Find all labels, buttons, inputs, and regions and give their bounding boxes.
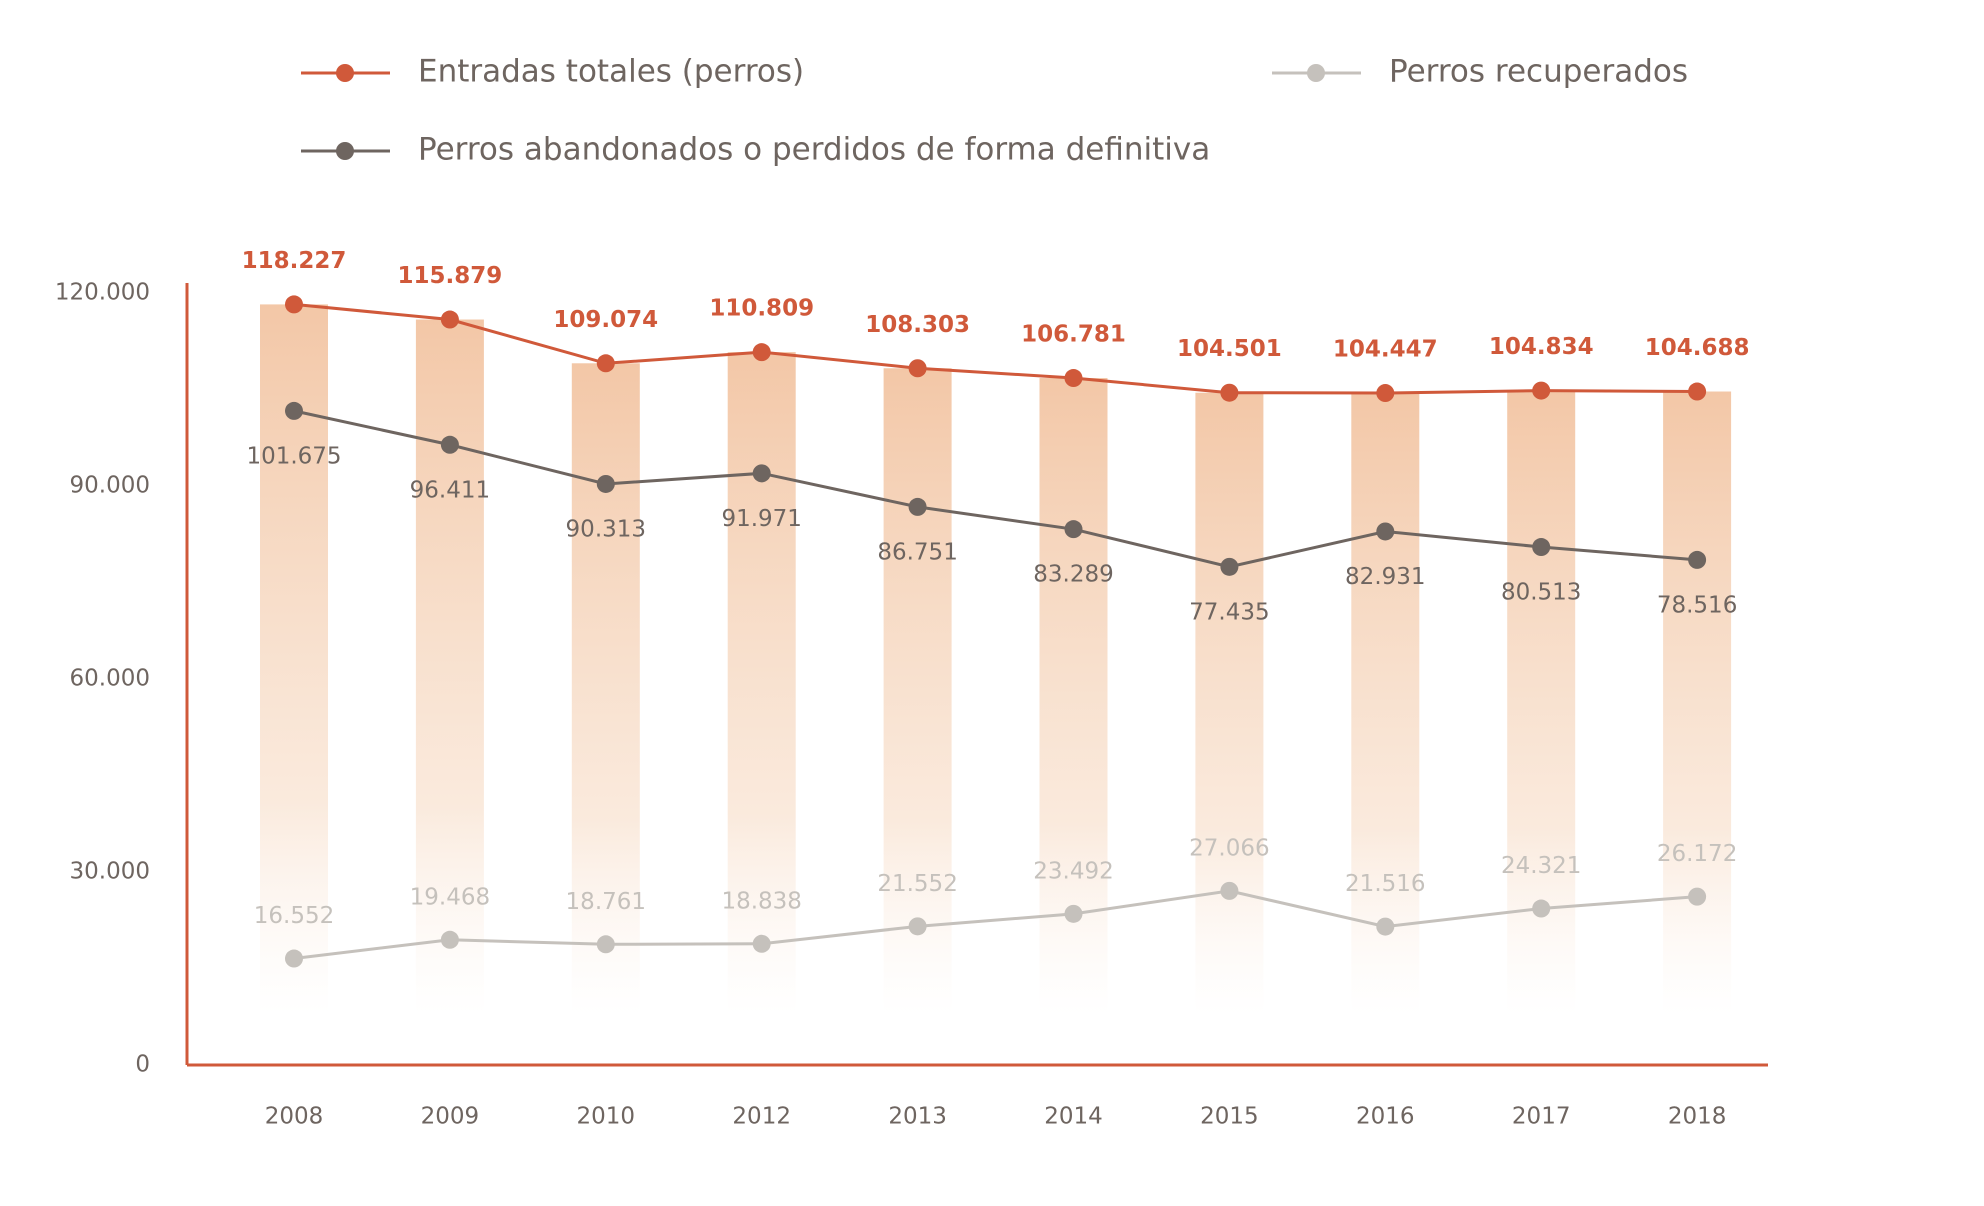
point bbox=[908, 497, 927, 516]
point bbox=[1064, 904, 1083, 923]
bar bbox=[1195, 392, 1264, 1016]
point bbox=[285, 295, 303, 314]
data-label: 86.751 bbox=[877, 539, 957, 565]
x-tick-label: 2009 bbox=[421, 1104, 480, 1130]
data-label: 118.227 bbox=[242, 248, 347, 274]
point bbox=[908, 917, 927, 936]
legend-marker bbox=[336, 64, 354, 82]
x-tick-label: 2010 bbox=[577, 1104, 636, 1130]
data-label: 16.552 bbox=[254, 903, 334, 929]
point bbox=[1064, 369, 1083, 388]
point bbox=[596, 935, 615, 954]
bar bbox=[883, 368, 952, 1015]
point bbox=[440, 310, 459, 329]
y-tick-label: 60.000 bbox=[70, 666, 150, 692]
data-label: 101.675 bbox=[246, 443, 341, 469]
point bbox=[596, 354, 615, 373]
data-label: 91.971 bbox=[721, 506, 801, 532]
data-label: 80.513 bbox=[1501, 580, 1581, 606]
legend-label: Perros abandonados o perdidos de forma d… bbox=[418, 132, 1210, 168]
data-label: 78.516 bbox=[1657, 592, 1737, 618]
x-tick-label: 2014 bbox=[1044, 1104, 1103, 1130]
data-label: 109.074 bbox=[553, 307, 658, 333]
point bbox=[752, 343, 771, 362]
data-label: 27.066 bbox=[1189, 835, 1269, 861]
legend-marker bbox=[336, 142, 354, 160]
point bbox=[1688, 887, 1707, 906]
data-label: 104.688 bbox=[1645, 335, 1750, 361]
point bbox=[1376, 384, 1395, 403]
data-label: 115.879 bbox=[398, 263, 503, 289]
data-label: 83.289 bbox=[1033, 562, 1113, 588]
data-label: 104.834 bbox=[1489, 334, 1594, 360]
legend-label: Perros recuperados bbox=[1389, 54, 1688, 90]
data-label: 23.492 bbox=[1033, 858, 1113, 884]
point bbox=[1220, 881, 1239, 900]
data-label: 26.172 bbox=[1657, 841, 1737, 867]
data-label: 106.781 bbox=[1021, 322, 1126, 348]
data-label: 90.313 bbox=[566, 516, 646, 542]
x-tick-label: 2013 bbox=[888, 1104, 947, 1130]
x-tick-label: 2017 bbox=[1512, 1104, 1571, 1130]
data-label: 21.516 bbox=[1345, 871, 1425, 897]
point bbox=[752, 934, 771, 953]
bar bbox=[727, 352, 796, 1015]
data-label: 104.447 bbox=[1333, 337, 1438, 363]
point bbox=[908, 359, 927, 378]
y-tick-label: 30.000 bbox=[70, 859, 150, 885]
line bbox=[293, 302, 1698, 395]
point bbox=[440, 435, 459, 454]
data-label: 24.321 bbox=[1501, 853, 1581, 879]
data-label: 82.931 bbox=[1345, 564, 1425, 590]
point bbox=[285, 401, 303, 420]
data-label: 77.435 bbox=[1189, 599, 1269, 625]
x-tick-label: 2015 bbox=[1200, 1104, 1259, 1130]
bar bbox=[260, 304, 328, 1015]
bar bbox=[415, 319, 484, 1015]
bar bbox=[1663, 391, 1732, 1015]
bar bbox=[1507, 390, 1576, 1015]
point bbox=[1688, 550, 1707, 569]
data-label: 110.809 bbox=[709, 296, 814, 322]
point bbox=[1532, 899, 1551, 918]
point bbox=[1688, 382, 1707, 401]
bar bbox=[571, 363, 640, 1015]
data-label: 19.468 bbox=[410, 884, 490, 910]
data-label: 18.838 bbox=[721, 888, 801, 914]
legend-label: Entradas totales (perros) bbox=[418, 54, 804, 90]
y-tick-label: 90.000 bbox=[70, 473, 150, 499]
data-label: 96.411 bbox=[410, 477, 490, 503]
point bbox=[1532, 381, 1551, 400]
point bbox=[1220, 383, 1239, 402]
x-tick-label: 2012 bbox=[732, 1104, 791, 1130]
data-label: 21.552 bbox=[877, 871, 957, 897]
point bbox=[1376, 522, 1395, 541]
line bbox=[293, 409, 1698, 569]
point bbox=[285, 949, 303, 968]
y-tick-label: 0 bbox=[135, 1052, 150, 1078]
x-tick-label: 2016 bbox=[1356, 1104, 1415, 1130]
line bbox=[293, 889, 1698, 961]
bar bbox=[1351, 393, 1420, 1016]
x-tick-label: 2008 bbox=[265, 1104, 324, 1130]
point bbox=[1220, 557, 1239, 576]
point bbox=[596, 474, 615, 493]
point bbox=[1376, 917, 1395, 936]
point bbox=[440, 930, 459, 949]
data-label: 108.303 bbox=[865, 312, 970, 338]
data-label: 18.761 bbox=[566, 889, 646, 915]
point bbox=[1532, 538, 1551, 557]
x-tick-label: 2018 bbox=[1668, 1104, 1727, 1130]
point bbox=[1064, 520, 1083, 539]
data-label: 104.501 bbox=[1177, 336, 1282, 362]
y-tick-label: 120.000 bbox=[55, 280, 150, 306]
legend-marker bbox=[1307, 64, 1325, 82]
point bbox=[752, 464, 771, 483]
